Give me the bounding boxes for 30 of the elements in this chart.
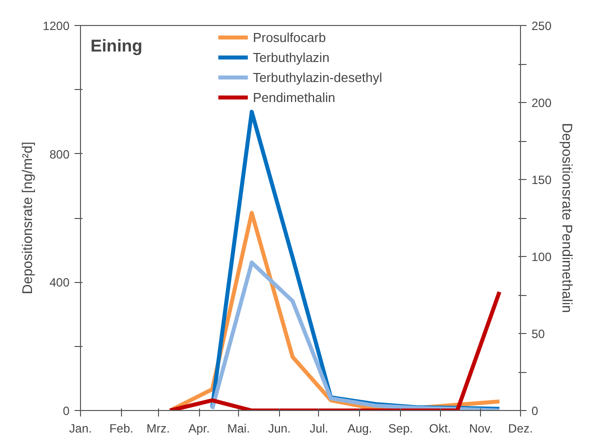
y-tick-label: 1200 xyxy=(42,19,70,33)
legend-label: Terbuthylazin-desethyl xyxy=(252,70,382,84)
x-tick-label: Nov. xyxy=(469,422,493,436)
x-tick-label: Aug. xyxy=(347,422,372,436)
x-tick-label: Apr. xyxy=(188,422,210,436)
y2-axis-title: Depositionsrate Pendimethalin xyxy=(560,123,576,313)
x-tick-label: Sep. xyxy=(388,422,413,436)
x-tick-label: Okt. xyxy=(429,422,452,436)
legend-label: Terbuthylazin xyxy=(252,50,330,64)
x-tick-label: Jun. xyxy=(268,422,291,436)
legend-label: Pendimethalin xyxy=(252,90,336,104)
y-tick-label: 0 xyxy=(62,404,70,418)
x-tick-label: Jan. xyxy=(69,422,92,436)
x-tick-label: Mrz. xyxy=(146,422,170,436)
x-tick-label: Mai. xyxy=(227,422,250,436)
y2-tick-label: 250 xyxy=(532,19,552,33)
y2-tick-label: 200 xyxy=(532,96,552,110)
x-tick-label: Dez. xyxy=(508,422,533,436)
y2-tick-label: 150 xyxy=(532,173,552,187)
y-axis-title: Depositionsrate [ng/m²d] xyxy=(18,142,35,294)
y2-tick-label: 100 xyxy=(532,250,552,264)
text: Eining xyxy=(90,36,142,56)
x-tick-label: Feb. xyxy=(109,422,134,436)
x-tick-label: Jul. xyxy=(310,422,328,436)
line-series xyxy=(210,260,502,410)
y-tick-label: 400 xyxy=(49,276,70,290)
y2-tick-label: 50 xyxy=(532,327,546,341)
legend-label: Prosulfocarb xyxy=(252,30,326,44)
y2-tick-label: 0 xyxy=(532,404,538,418)
y-tick-label: 800 xyxy=(49,147,70,162)
